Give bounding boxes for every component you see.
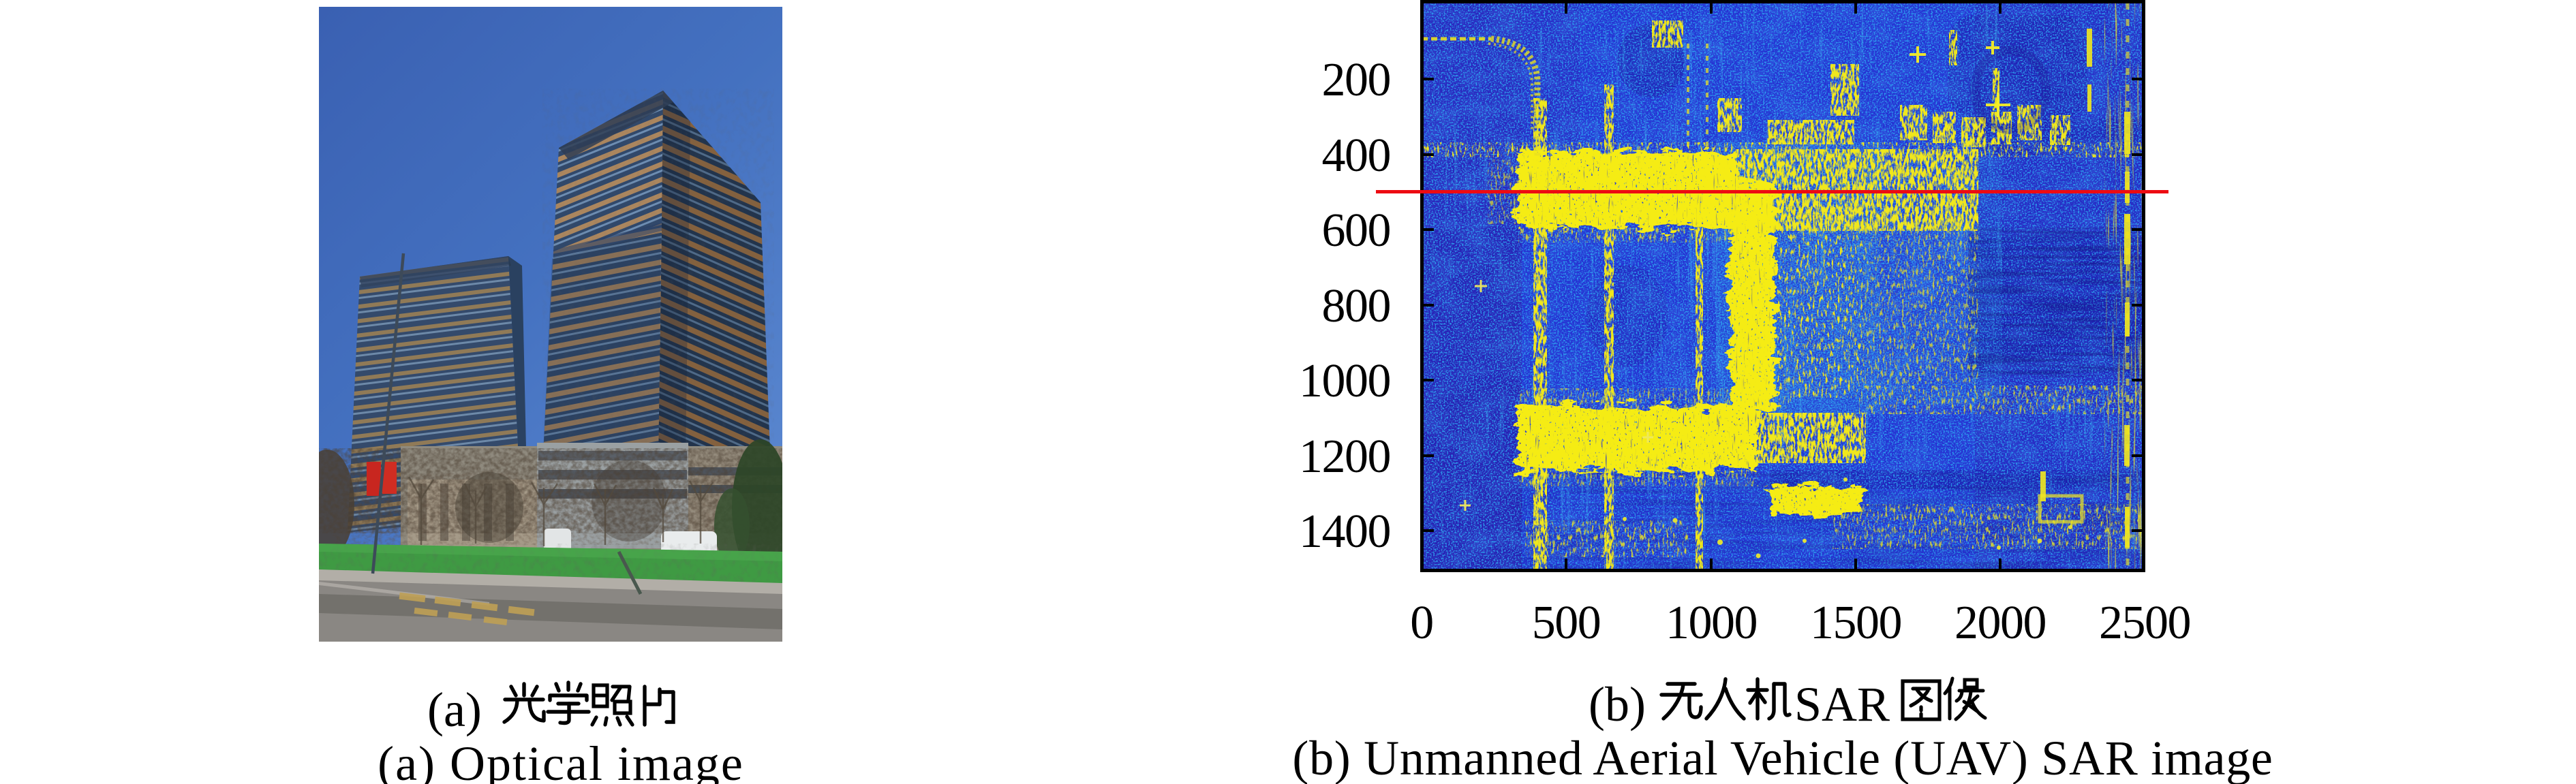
svg-text:1500: 1500	[1810, 597, 1901, 649]
svg-text:SAR: SAR	[1794, 677, 1890, 732]
svg-text:(a) Optical image: (a) Optical image	[378, 736, 744, 784]
svg-text:1200: 1200	[1299, 430, 1390, 483]
svg-text:800: 800	[1322, 280, 1391, 332]
svg-text:(b): (b)	[1589, 677, 1646, 732]
svg-text:1000: 1000	[1299, 355, 1390, 407]
svg-text:600: 600	[1322, 204, 1391, 257]
svg-text:0: 0	[1410, 597, 1433, 649]
svg-text:1000: 1000	[1666, 597, 1757, 649]
svg-text:200: 200	[1322, 54, 1391, 106]
svg-text:2000: 2000	[1954, 597, 2046, 649]
svg-text:(b) Unmanned Aerial Vehicle (U: (b) Unmanned Aerial Vehicle (UAV) SAR im…	[1292, 731, 2273, 784]
svg-text:500: 500	[1532, 597, 1601, 649]
svg-text:(a): (a)	[427, 683, 482, 737]
svg-text:1400: 1400	[1299, 505, 1390, 558]
svg-text:400: 400	[1322, 129, 1391, 182]
svg-text:2500: 2500	[2099, 597, 2190, 649]
